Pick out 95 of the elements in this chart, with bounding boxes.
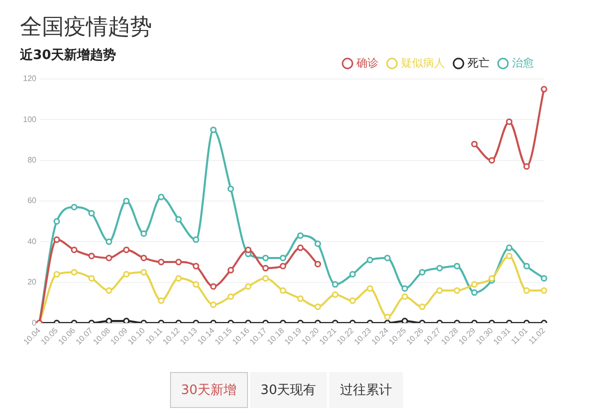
point [228,293,234,300]
point [175,275,182,282]
point [540,86,548,92]
point [210,283,217,290]
point [175,216,182,223]
point [140,230,148,237]
point [262,254,269,262]
point [175,258,182,266]
point [228,266,234,274]
point [192,262,200,270]
point [158,297,164,304]
point [88,275,95,282]
y-tick-label: 20 [27,278,37,287]
point [123,270,130,278]
point [88,252,95,260]
tab-button: 30天现有 [250,372,328,408]
point [314,240,322,247]
point [123,198,130,204]
point [332,281,338,288]
legend-label: 死亡 [468,56,490,70]
y-tick-label: 0 [32,318,37,328]
point [106,287,112,294]
point [314,260,322,268]
point [244,283,252,290]
point [436,287,443,294]
point [402,285,408,292]
point [436,264,443,272]
point [106,238,112,245]
point [54,236,60,243]
point [506,118,512,125]
point [158,258,164,266]
point [454,287,460,294]
legend-label: 确诊 [356,56,378,70]
point [349,297,356,304]
point [523,287,530,294]
point [70,246,78,254]
point [540,287,548,294]
point [471,140,478,148]
point [418,304,426,310]
point [158,194,164,200]
point [210,302,217,308]
point [366,285,374,292]
point [280,262,286,270]
point [106,254,112,262]
chart-subtitle: 近30天新增趋势 [20,46,116,64]
point [54,270,60,278]
point [297,295,304,302]
y-tick-label: 120 [22,74,37,84]
point [123,318,130,324]
point [262,264,269,272]
point [54,218,60,225]
point [349,270,356,278]
point [262,275,269,282]
legend-label: 疑似病人 [401,56,445,70]
point [402,293,408,300]
point [366,256,374,264]
point [540,275,548,282]
point [384,254,391,262]
point [244,246,252,254]
point [471,289,478,296]
chart-title: 全国疫情趋势 [20,14,152,42]
point [70,204,78,210]
point [70,268,78,276]
point [280,287,286,294]
point [192,236,200,243]
tab-button: 过往累计 [329,372,404,408]
point [228,186,234,192]
point [506,252,512,260]
point [123,246,130,254]
point [332,291,338,298]
point [402,318,408,324]
point [471,281,478,288]
point [140,254,148,262]
y-tick-label: 100 [22,114,37,124]
point [523,163,530,170]
point [314,304,322,310]
point [192,281,200,288]
point [106,318,112,324]
point [297,244,304,252]
point [506,244,512,252]
y-tick-label: 80 [27,156,37,165]
point [140,268,148,276]
y-tick-label: 40 [27,236,37,246]
point [454,262,460,270]
point [523,262,530,270]
y-tick-label: 60 [27,196,37,206]
point [280,254,286,262]
point [384,314,391,320]
tab-button: 30天新增 [170,372,248,408]
point [488,157,496,164]
point [88,210,95,216]
point [297,232,304,239]
legend-label: 治愈 [512,56,534,70]
point [418,268,426,276]
point [210,126,217,134]
